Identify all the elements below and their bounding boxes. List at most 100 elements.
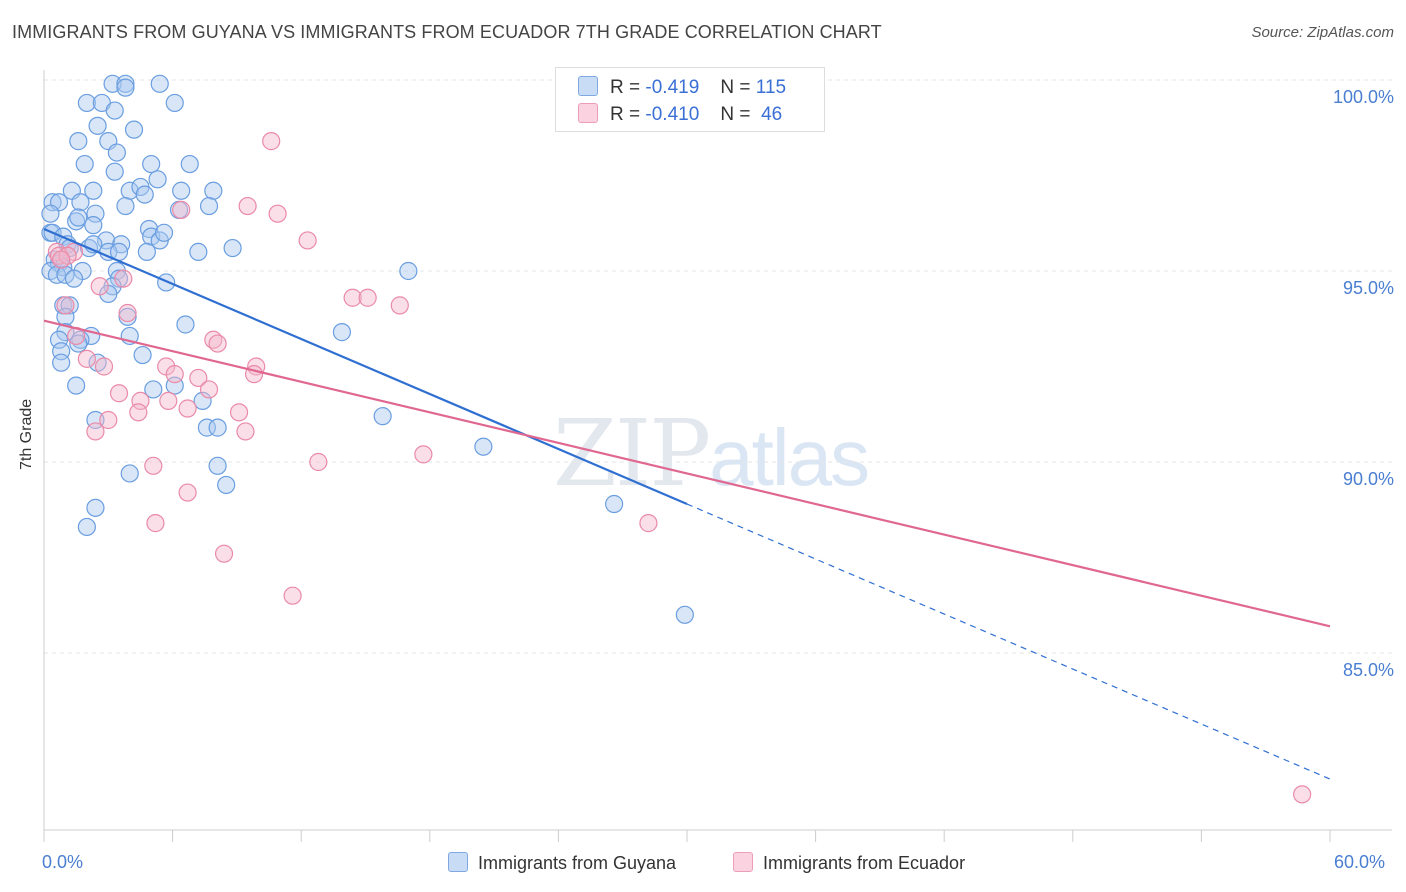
bottom-legend-label-ecuador: Immigrants from Ecuador [763,853,966,873]
data-point-ecuador [390,296,409,315]
data-point-guyana [373,407,392,426]
legend-n-value: 46 [761,104,783,125]
data-point-ecuador [639,514,658,533]
watermark-atlas: atlas [709,413,870,502]
y-tick-label-90: 90.0% [1342,469,1394,489]
data-point-guyana [605,494,624,514]
data-point-ecuador [189,368,208,388]
data-point-guyana [116,196,135,216]
legend-r-value: -0.410 [645,104,700,125]
y-axis-label: 7th Grade [18,398,35,470]
data-point-guyana [332,323,352,342]
data-point-guyana [124,120,144,139]
data-point-ecuador [268,204,287,223]
legend-n-value: 115 [755,77,787,98]
legend-n-label: N = [720,77,751,98]
watermark-zip: ZIP [553,400,711,507]
data-point-guyana [60,296,79,315]
data-point-ecuador [86,422,105,441]
bottom-legend-label-guyana: Immigrants from Guyana [478,853,677,873]
data-point-guyana [105,162,124,181]
data-point-ecuador [208,334,227,353]
data-point-guyana [142,154,161,174]
data-point-guyana [77,93,96,113]
data-point-guyana [75,154,94,174]
data-point-guyana [133,345,152,365]
data-point-guyana [150,74,169,93]
data-point-guyana [109,269,129,288]
legend-r-value: -0.419 [645,77,700,98]
data-point-ecuador [358,288,377,307]
bottom-legend-swatch-ecuador [733,852,753,872]
legend-r-label: R = [610,104,641,125]
data-point-guyana [217,475,236,495]
data-point-ecuador [99,410,118,430]
data-point-ecuador [114,269,133,288]
legend-row-guyana: R = -0.419 N = 115 [578,76,786,99]
data-point-ecuador [238,196,257,216]
data-point-guyana [49,330,69,349]
data-point-guyana [208,418,227,437]
data-point-ecuador [129,403,148,422]
data-point-guyana [176,315,195,334]
data-point-guyana [84,216,103,235]
legend-row-ecuador: R = -0.410 N = 46 [578,103,782,126]
data-point-ecuador [131,391,150,410]
data-point-ecuador [178,399,197,418]
source-label: Source: ZipAtlas.com [1251,24,1394,41]
data-point-ecuador [262,132,281,151]
data-point-guyana [208,456,227,475]
data-point-guyana [204,181,223,200]
data-point-ecuador [1293,785,1312,804]
data-point-guyana [148,170,167,189]
x-tick-label-min: 0.0% [42,852,84,872]
data-point-guyana [43,193,62,212]
chart-title: IMMIGRANTS FROM GUYANA VS IMMIGRANTS FRO… [12,22,882,42]
bottom-legend-ecuador: Immigrants from Ecuador [733,852,965,874]
data-point-guyana [84,181,103,200]
bottom-legend-swatch-guyana [448,852,468,872]
bottom-legend-guyana: Immigrants from Guyana [448,852,676,874]
data-point-ecuador [229,403,249,422]
y-tick-label-95: 95.0% [1342,278,1394,298]
trend-line-extension-guyana [686,503,1331,780]
data-point-guyana [69,132,88,151]
legend-swatch-ecuador [578,103,598,123]
data-point-guyana [86,498,105,517]
data-point-ecuador [56,296,75,315]
data-point-guyana [172,181,191,200]
data-point-guyana [41,204,60,223]
x-tick-label-max: 60.0% [1334,852,1386,872]
data-point-ecuador [90,277,109,296]
legend: R = -0.419 N = 115 R = -0.410 N = 46 [555,67,825,132]
data-point-guyana [199,196,219,216]
data-point-guyana [135,185,154,204]
data-point-guyana [144,380,163,399]
data-point-ecuador [343,288,362,307]
data-point-guyana [180,154,199,174]
data-point-guyana [52,353,71,372]
data-point-ecuador [159,391,178,410]
data-point-ecuador [309,452,328,472]
data-point-guyana [675,605,694,624]
data-point-guyana [157,273,176,292]
data-point-guyana [189,242,208,261]
data-point-guyana [120,464,139,483]
data-point-guyana [399,261,418,281]
y-tick-label-85: 85.0% [1342,660,1394,680]
data-point-guyana [88,116,107,135]
data-point-guyana [107,143,126,162]
data-point-guyana [64,269,84,288]
data-point-guyana [197,418,216,437]
data-point-ecuador [77,349,96,368]
data-point-ecuador [298,231,317,250]
data-point-guyana [474,437,493,456]
data-point-guyana [118,307,137,326]
data-point-guyana [86,204,105,223]
data-point-ecuador [52,250,71,269]
y-tick-label-100: 100.0% [1332,87,1394,107]
data-point-guyana [137,242,156,261]
data-point-ecuador [236,422,255,441]
data-point-guyana [154,223,174,242]
